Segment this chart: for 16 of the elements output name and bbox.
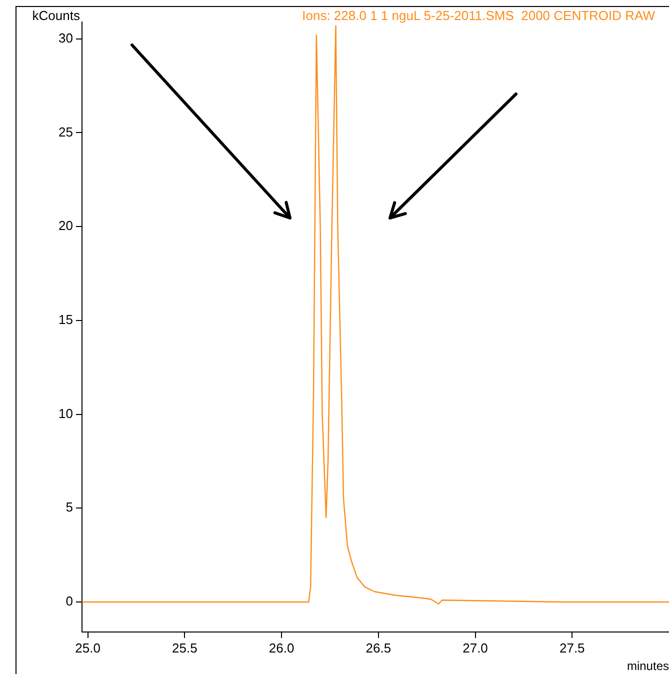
x-tick-label: 27.0 bbox=[462, 640, 488, 656]
y-tick-label: 10 bbox=[58, 406, 73, 421]
x-tick-label: 26.0 bbox=[268, 640, 294, 656]
x-tick-label: 27.5 bbox=[559, 640, 585, 656]
y-tick-label: 30 bbox=[58, 30, 73, 46]
chart-title: Ions: 228.0 1 1 nguL 5-25-2011.SMS 2000 CENTROID RAW bbox=[302, 8, 656, 24]
y-tick-label: 20 bbox=[58, 218, 73, 234]
y-tick-label: 5 bbox=[66, 500, 73, 515]
x-tick-label: 25.5 bbox=[172, 640, 198, 656]
y-tick-label: 25 bbox=[58, 124, 73, 140]
x-axis-title: minutes bbox=[626, 659, 669, 674]
y-tick-label: 15 bbox=[58, 312, 73, 328]
x-tick-label: 25.0 bbox=[75, 640, 100, 656]
y-axis-title: kCounts bbox=[32, 8, 80, 24]
y-tick-label: 0 bbox=[66, 594, 73, 609]
x-tick-label: 26.5 bbox=[366, 640, 392, 656]
